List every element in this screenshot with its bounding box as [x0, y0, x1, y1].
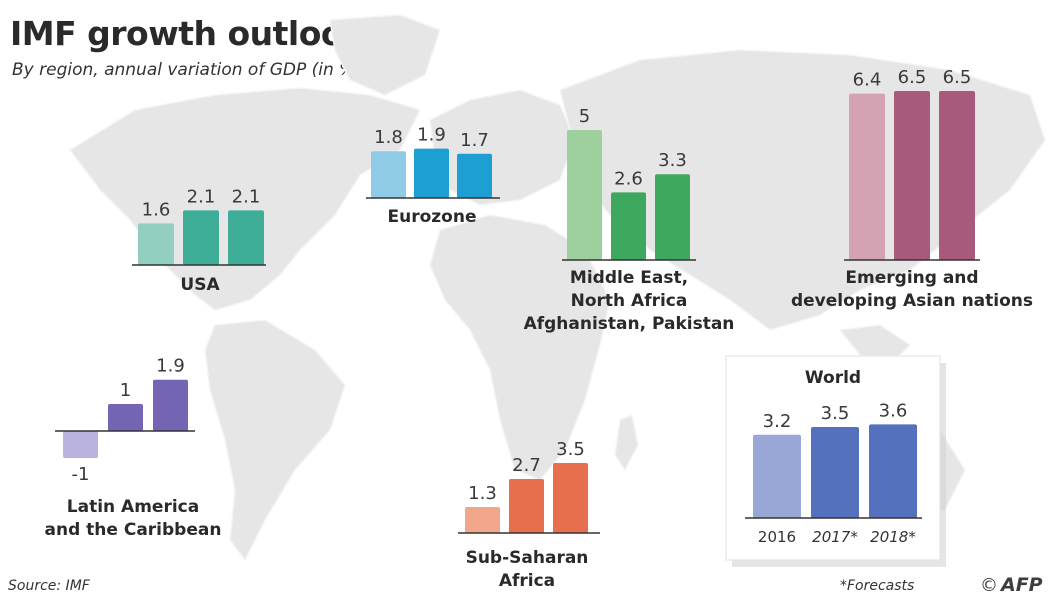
bar-world-0 — [753, 434, 801, 518]
region-label-middle-east-north-africa-afghanistan-pakistan-1: North Africa — [571, 291, 688, 311]
region-label-eurozone-0: Eurozone — [388, 207, 477, 227]
data-label-emerging-and-developing-asian-nations-0: 6.4 — [853, 70, 882, 91]
bar-world-1 — [811, 427, 859, 518]
data-label-emerging-and-developing-asian-nations-1: 6.5 — [898, 67, 927, 88]
data-label-usa-0: 1.6 — [142, 199, 171, 220]
data-label-usa-2: 2.1 — [232, 186, 261, 207]
data-label-usa-1: 2.1 — [187, 186, 216, 207]
bar-emerging-and-developing-asian-nations-0 — [849, 93, 885, 260]
region-label-middle-east-north-africa-afghanistan-pakistan-2: Afghanistan, Pakistan — [524, 314, 735, 334]
bar-latin-america-and-the-caribbean-0 — [63, 431, 98, 458]
chart-usa: 1.6 2.1 2.1 USA — [132, 186, 266, 295]
data-label-middle-east-north-africa-afghanistan-pakistan-0: 5 — [579, 106, 590, 127]
data-label-eurozone-2: 1.7 — [460, 130, 489, 151]
bar-usa-2 — [228, 210, 264, 265]
data-label-middle-east-north-africa-afghanistan-pakistan-2: 3.3 — [658, 150, 687, 171]
bar-emerging-and-developing-asian-nations-1 — [894, 91, 930, 260]
chart-world: 3.2 3.5 3.6 World 2016 2017* 2018* — [745, 368, 922, 546]
data-label-eurozone-1: 1.9 — [417, 125, 446, 146]
page-title: IMF growth outlook — [10, 14, 365, 53]
bar-middle-east-north-africa-afghanistan-pakistan-0 — [567, 130, 602, 260]
data-label-sub-saharan-africa-0: 1.3 — [468, 483, 497, 504]
source-note: Source: IMF — [8, 578, 90, 594]
region-label-latin-america-and-the-caribbean-1: and the Caribbean — [45, 520, 222, 540]
afp-wordmark: AFP — [1001, 574, 1043, 596]
chart-emerging-and-developing-asian-nations: 6.4 6.5 6.5 Emerging and developing Asian na… — [791, 67, 1033, 311]
tick-label-world-0: 2016 — [758, 528, 796, 546]
bar-middle-east-north-africa-afghanistan-pakistan-1 — [611, 192, 646, 260]
data-label-latin-america-and-the-caribbean-1: 1 — [120, 380, 131, 401]
bar-sub-saharan-africa-0 — [465, 507, 500, 533]
data-label-latin-america-and-the-caribbean-2: 1.9 — [156, 356, 185, 377]
region-label-world-0: World — [805, 368, 861, 388]
region-label-latin-america-and-the-caribbean-0: Latin America — [67, 497, 199, 517]
region-label-usa-0: USA — [180, 275, 220, 295]
forecast-footnote: *Forecasts — [840, 578, 915, 594]
bar-latin-america-and-the-caribbean-2 — [153, 379, 188, 431]
bar-usa-0 — [138, 223, 174, 265]
data-label-eurozone-0: 1.8 — [374, 127, 403, 148]
bar-eurozone-1 — [414, 148, 449, 198]
data-label-sub-saharan-africa-2: 3.5 — [556, 439, 585, 460]
chart-middle-east-north-africa-afghanistan-pakistan: 5 2.6 3.3 Middle East, North Africa Afghanist… — [524, 106, 735, 334]
region-label-emerging-and-developing-asian-nations-1: developing Asian nations — [791, 291, 1033, 311]
chart-sub-saharan-africa: 1.3 2.7 3.5 Sub-Saharan Africa — [458, 439, 600, 591]
region-label-emerging-and-developing-asian-nations-0: Emerging and — [845, 268, 978, 288]
data-label-world-1: 3.5 — [821, 403, 850, 424]
data-label-middle-east-north-africa-afghanistan-pakistan-1: 2.6 — [614, 168, 643, 189]
page-subtitle: By region, annual variation of GDP (in %… — [12, 60, 362, 80]
bar-latin-america-and-the-caribbean-1 — [108, 404, 143, 431]
region-label-sub-saharan-africa-1: Africa — [499, 571, 555, 591]
data-label-emerging-and-developing-asian-nations-2: 6.5 — [943, 67, 972, 88]
tick-label-world-2: 2018* — [870, 528, 916, 546]
chart-eurozone: 1.8 1.9 1.7 Eurozone — [366, 125, 500, 227]
bar-sub-saharan-africa-1 — [509, 479, 544, 533]
data-label-latin-america-and-the-caribbean-0: -1 — [72, 464, 90, 485]
tick-label-world-1: 2017* — [812, 528, 858, 546]
bar-eurozone-0 — [371, 151, 406, 198]
data-label-world-2: 3.6 — [879, 400, 908, 421]
bar-emerging-and-developing-asian-nations-2 — [939, 91, 975, 260]
data-label-world-0: 3.2 — [763, 411, 792, 432]
bar-world-2 — [869, 424, 917, 518]
copyright-symbol: © — [980, 575, 998, 596]
data-label-sub-saharan-africa-1: 2.7 — [512, 455, 541, 476]
region-label-sub-saharan-africa-0: Sub-Saharan — [466, 548, 589, 568]
afp-logo: © AFP — [980, 574, 1043, 596]
bar-usa-1 — [183, 210, 219, 265]
region-label-middle-east-north-africa-afghanistan-pakistan-0: Middle East, — [570, 268, 688, 288]
chart-latin-america-and-the-caribbean: -1 1 1.9 Latin America and the Caribbean — [45, 356, 222, 540]
bar-middle-east-north-africa-afghanistan-pakistan-2 — [655, 174, 690, 260]
bar-eurozone-2 — [457, 153, 492, 198]
bar-sub-saharan-africa-2 — [553, 463, 588, 533]
